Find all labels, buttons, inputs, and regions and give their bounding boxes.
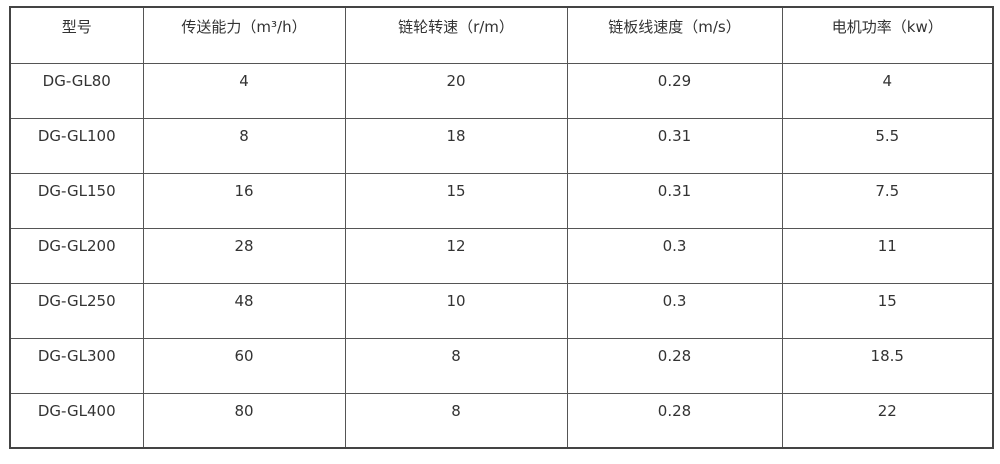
cell-sprocket-speed: 8 xyxy=(344,392,568,449)
table-row: DG-GL250 48 10 0.3 15 xyxy=(9,282,994,339)
cell-model: DG-GL300 xyxy=(9,337,144,394)
cell-sprocket-speed: 8 xyxy=(344,337,568,394)
cell-chain-speed: 0.31 xyxy=(566,172,783,229)
cell-motor-power: 15 xyxy=(781,282,994,339)
cell-capacity: 4 xyxy=(142,62,346,119)
cell-sprocket-speed: 12 xyxy=(344,227,568,284)
cell-capacity: 28 xyxy=(142,227,346,284)
spec-table: 型号 传送能力（m³/h） 链轮转速（r/m） 链板线速度（m/s） 电机功率（… xyxy=(9,6,994,449)
cell-chain-speed: 0.29 xyxy=(566,62,783,119)
header-motor-power: 电机功率（kw） xyxy=(781,6,994,64)
cell-sprocket-speed: 15 xyxy=(344,172,568,229)
cell-motor-power: 7.5 xyxy=(781,172,994,229)
cell-model: DG-GL80 xyxy=(9,62,144,119)
cell-chain-speed: 0.28 xyxy=(566,337,783,394)
header-chain-speed: 链板线速度（m/s） xyxy=(566,6,783,64)
cell-motor-power: 22 xyxy=(781,392,994,449)
cell-capacity: 16 xyxy=(142,172,346,229)
cell-sprocket-speed: 18 xyxy=(344,117,568,174)
table-row: DG-GL80 4 20 0.29 4 xyxy=(9,62,994,119)
cell-motor-power: 4 xyxy=(781,62,994,119)
cell-chain-speed: 0.31 xyxy=(566,117,783,174)
cell-model: DG-GL100 xyxy=(9,117,144,174)
table-row: DG-GL300 60 8 0.28 18.5 xyxy=(9,337,994,394)
cell-capacity: 8 xyxy=(142,117,346,174)
cell-model: DG-GL200 xyxy=(9,227,144,284)
table-row: DG-GL150 16 15 0.31 7.5 xyxy=(9,172,994,229)
header-row: 型号 传送能力（m³/h） 链轮转速（r/m） 链板线速度（m/s） 电机功率（… xyxy=(9,6,994,64)
table-row: DG-GL100 8 18 0.31 5.5 xyxy=(9,117,994,174)
cell-motor-power: 5.5 xyxy=(781,117,994,174)
header-capacity: 传送能力（m³/h） xyxy=(142,6,346,64)
header-sprocket-speed: 链轮转速（r/m） xyxy=(344,6,568,64)
cell-chain-speed: 0.3 xyxy=(566,282,783,339)
cell-chain-speed: 0.3 xyxy=(566,227,783,284)
cell-capacity: 48 xyxy=(142,282,346,339)
cell-sprocket-speed: 10 xyxy=(344,282,568,339)
cell-sprocket-speed: 20 xyxy=(344,62,568,119)
cell-capacity: 60 xyxy=(142,337,346,394)
cell-model: DG-GL250 xyxy=(9,282,144,339)
table-row: DG-GL200 28 12 0.3 11 xyxy=(9,227,994,284)
cell-motor-power: 18.5 xyxy=(781,337,994,394)
spec-table-body: 型号 传送能力（m³/h） 链轮转速（r/m） 链板线速度（m/s） 电机功率（… xyxy=(9,6,994,449)
cell-model: DG-GL150 xyxy=(9,172,144,229)
header-model: 型号 xyxy=(9,6,144,64)
cell-chain-speed: 0.28 xyxy=(566,392,783,449)
cell-motor-power: 11 xyxy=(781,227,994,284)
cell-capacity: 80 xyxy=(142,392,346,449)
table-row: DG-GL400 80 8 0.28 22 xyxy=(9,392,994,449)
cell-model: DG-GL400 xyxy=(9,392,144,449)
